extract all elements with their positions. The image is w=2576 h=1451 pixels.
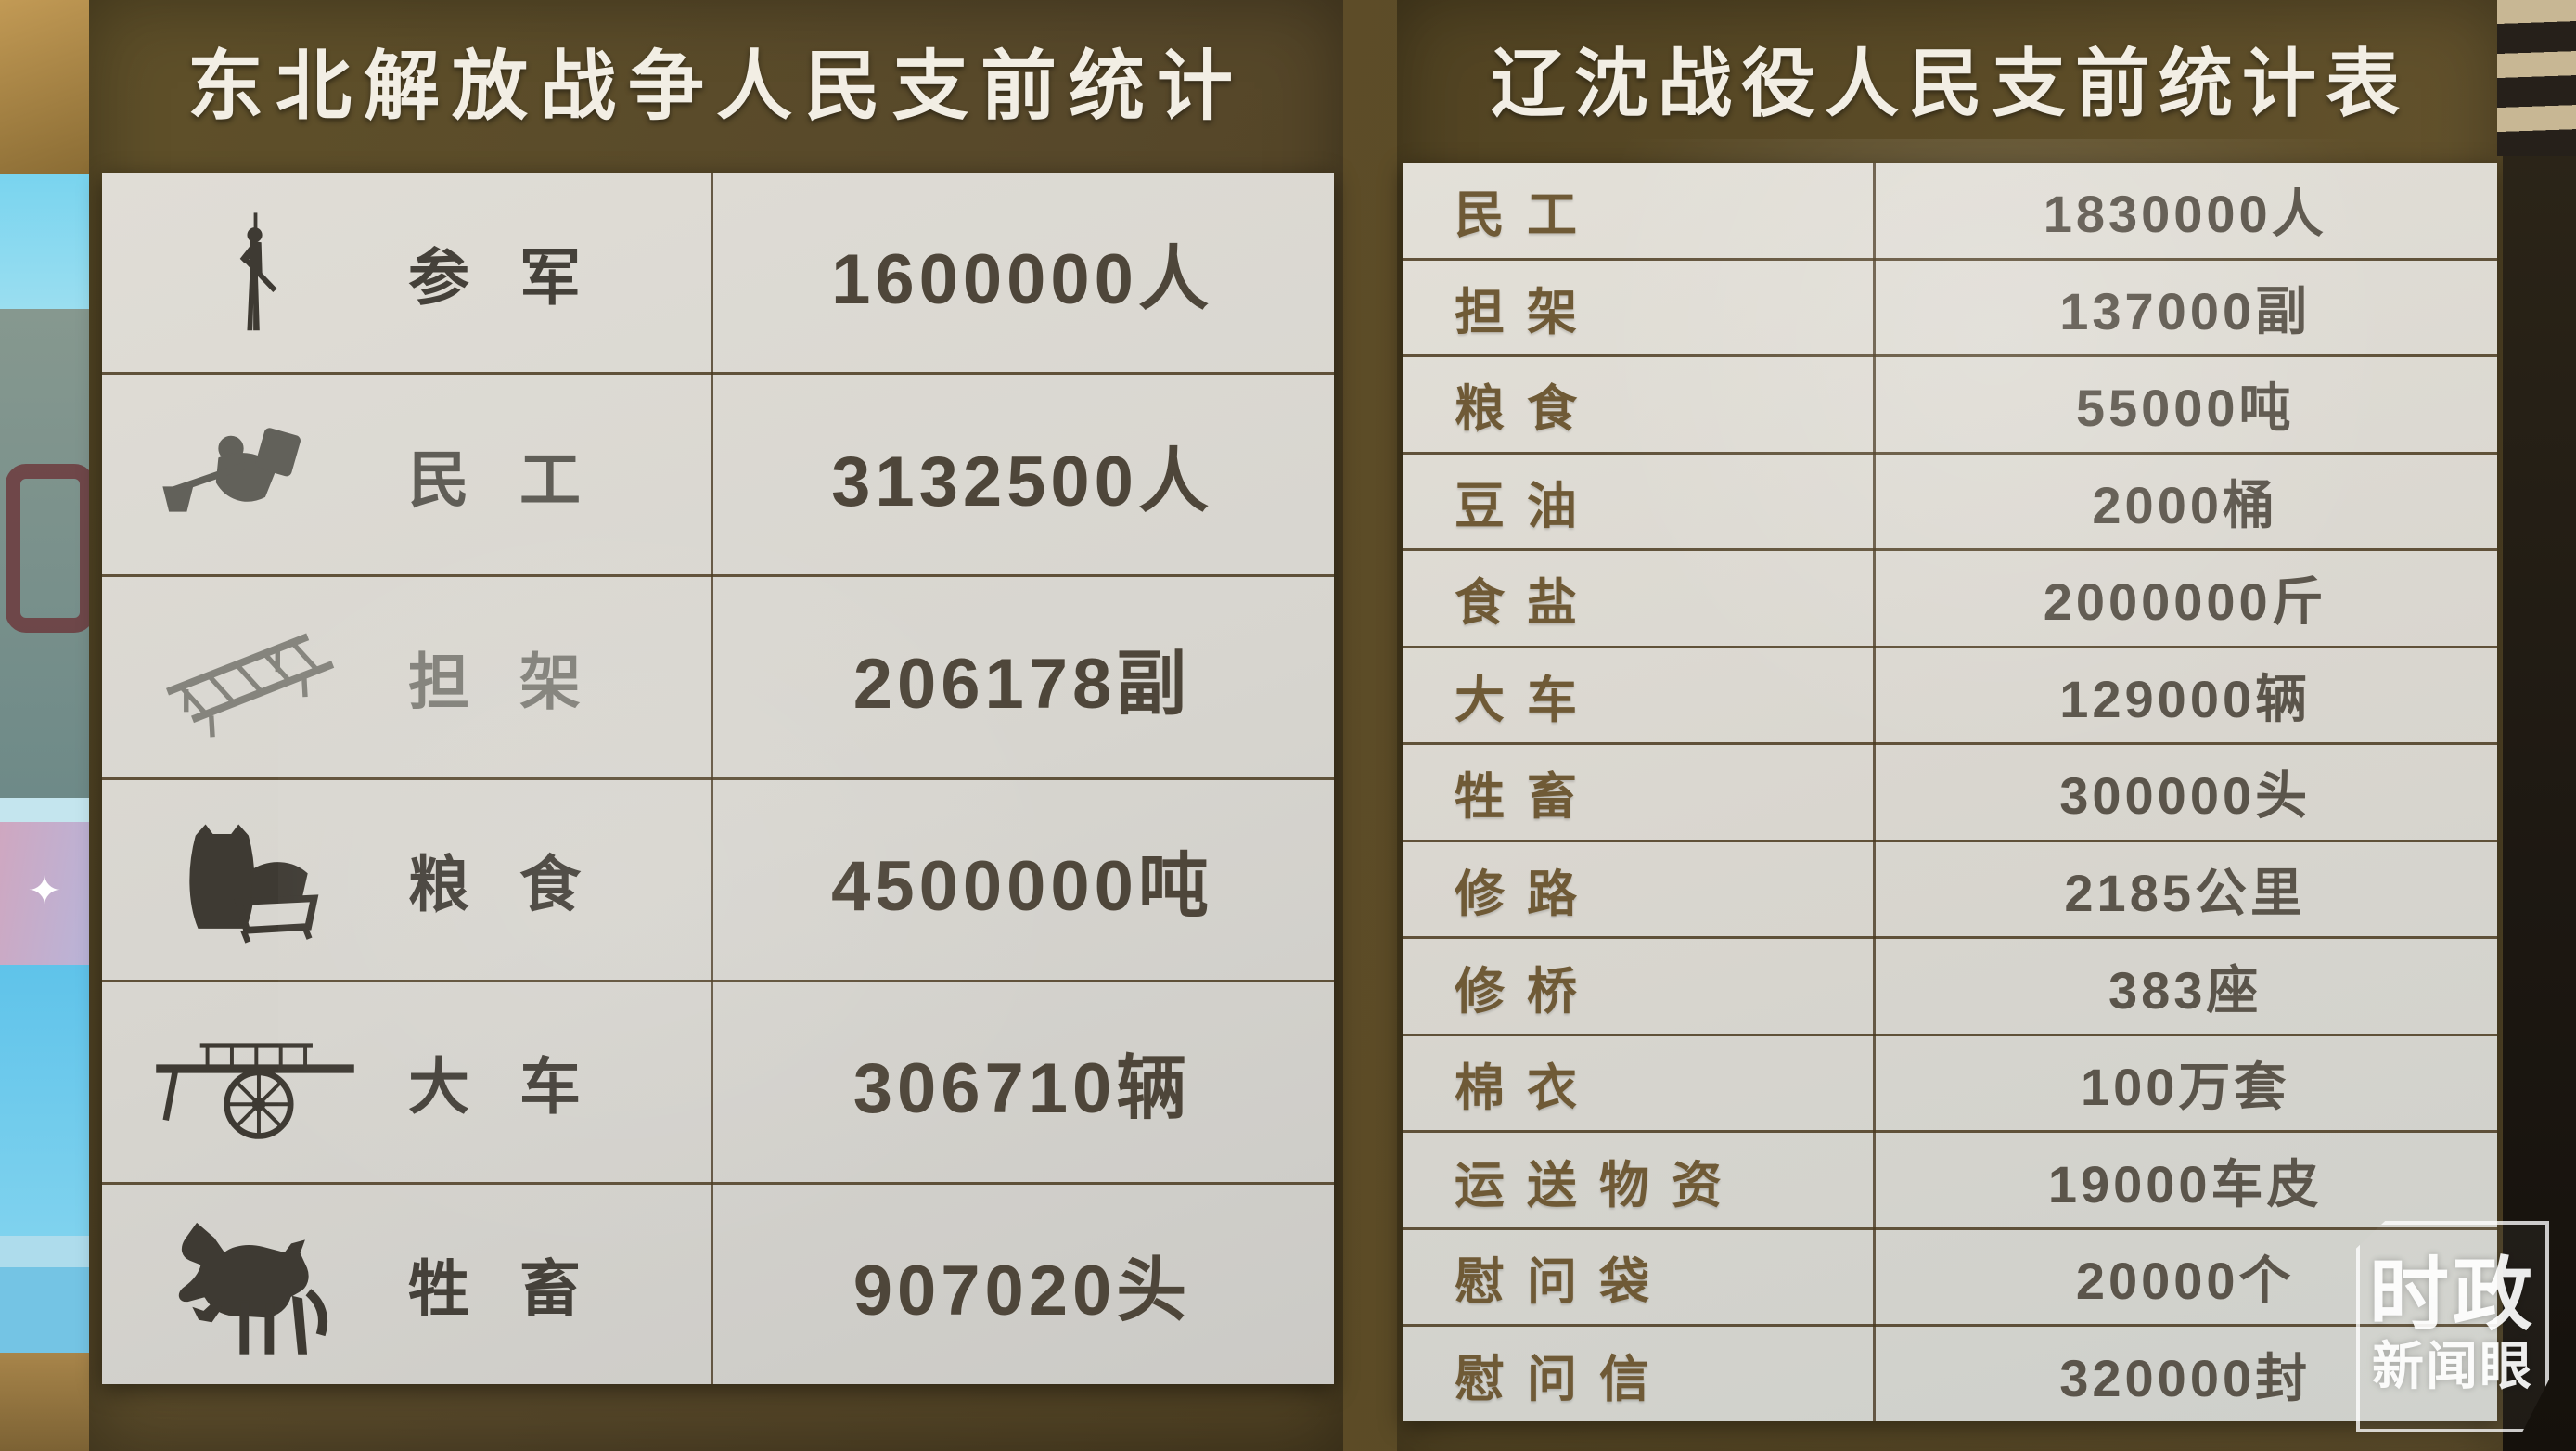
right-statistics-board: 辽沈战役人民支前统计表 民工 1830000人 担架 137000副 粮食 55… — [1397, 0, 2503, 1451]
quantity-value: 2000000斤 — [2043, 572, 2327, 632]
screen-pale-band-2 — [0, 1236, 89, 1267]
category-label: 担架 — [408, 647, 631, 716]
category-label: 豆油 — [1455, 478, 1599, 534]
screen-pale-band — [0, 798, 89, 822]
gold-frame-bottom — [0, 1353, 89, 1451]
category-label: 运送物资 — [1455, 1157, 1744, 1213]
table-row: 修桥 383座 — [1403, 939, 2497, 1036]
quantity-value: 55000吨 — [2075, 379, 2295, 438]
category-label: 大车 — [1455, 672, 1599, 728]
right-table: 民工 1830000人 担架 137000副 粮食 55000吨 豆油 2000… — [1403, 163, 2497, 1421]
screen-blue-band — [0, 174, 89, 309]
watermark-text-top: 时政 — [2369, 1251, 2536, 1341]
star-glyph: ✦ — [27, 868, 62, 914]
laborer-icon — [102, 415, 408, 535]
table-row: 棉衣 100万套 — [1403, 1036, 2497, 1134]
category-label: 牲畜 — [1455, 769, 1599, 826]
quantity-value: 3132500人 — [831, 442, 1213, 521]
soldier-icon — [102, 194, 408, 352]
table-row: 牲畜 300000头 — [1403, 745, 2497, 842]
category-label: 民工 — [408, 444, 631, 514]
left-edge-screen: ✦ — [0, 0, 95, 1451]
left-statistics-board: 东北解放战争人民支前统计 参军 1600000人 — [89, 0, 1343, 1451]
category-label: 食盐 — [1455, 575, 1599, 632]
table-row: 豆油 2000桶 — [1403, 455, 2497, 552]
table-row: 慰问信 320000封 — [1403, 1327, 2497, 1421]
category-label: 粮食 — [408, 850, 631, 919]
category-label: 参军 — [408, 242, 631, 312]
category-label: 修路 — [1455, 866, 1599, 922]
quantity-value: 129000辆 — [2059, 669, 2312, 728]
quantity-value: 100万套 — [2080, 1058, 2290, 1117]
quantity-value: 2000桶 — [2092, 475, 2278, 534]
left-board-title: 东北解放战争人民支前统计 — [186, 45, 1245, 129]
gold-frame-top — [0, 0, 89, 174]
table-row: 运送物资 19000车皮 — [1403, 1133, 2497, 1230]
quantity-value: 20000个 — [2075, 1252, 2295, 1311]
quantity-value: 383座 — [2108, 960, 2262, 1020]
livestock-icon — [102, 1210, 408, 1358]
quantity-value: 306710辆 — [852, 1049, 1192, 1129]
stretcher-icon — [102, 614, 408, 739]
screen-blue-band-2 — [0, 965, 89, 1236]
cart-icon — [102, 1015, 408, 1149]
quantity-value: 4500000吨 — [831, 847, 1213, 927]
category-label: 粮食 — [1455, 381, 1599, 438]
table-row: 食盐 2000000斤 — [1403, 551, 2497, 648]
quantity-value: 320000封 — [2059, 1348, 2312, 1407]
category-label: 棉衣 — [1455, 1060, 1599, 1117]
quantity-value: 1830000人 — [2043, 185, 2327, 244]
table-row: 大车 129000辆 — [1403, 648, 2497, 746]
category-label: 牲畜 — [408, 1254, 631, 1324]
table-row: 慰问袋 20000个 — [1403, 1230, 2497, 1328]
column-divider — [1873, 163, 1877, 1421]
category-label: 担架 — [1455, 284, 1599, 340]
quantity-value: 2185公里 — [2064, 863, 2306, 922]
watermark-text-bottom: 新闻眼 — [2372, 1337, 2533, 1396]
table-row: 担架 137000副 — [1403, 261, 2497, 358]
table-row: 修路 2185公里 — [1403, 842, 2497, 940]
screen-red-frame-shape — [6, 464, 95, 633]
quantity-value: 19000车皮 — [2047, 1154, 2323, 1213]
left-table: 参军 1600000人 民工 3132500人 — [102, 173, 1334, 1384]
right-wall-edge — [2503, 0, 2576, 1451]
table-row: 粮食 4500000吨 — [102, 780, 1334, 982]
quantity-value: 206178副 — [852, 644, 1192, 724]
quantity-value: 1600000人 — [831, 239, 1213, 319]
table-row: 参军 1600000人 — [102, 173, 1334, 376]
category-label: 慰问袋 — [1455, 1254, 1672, 1311]
news-watermark-logo: 时政 新闻眼 — [2356, 1221, 2549, 1432]
quantity-value: 137000副 — [2059, 281, 2312, 340]
right-board-title: 辽沈战役人民支前统计表 — [1491, 43, 2409, 125]
screen-blue-band-3 — [0, 1267, 89, 1353]
table-row: 担架 206178副 — [102, 577, 1334, 780]
screen-pink-band: ✦ — [0, 822, 89, 965]
table-row: 牲畜 907020头 — [102, 1185, 1334, 1384]
table-row: 大车 306710辆 — [102, 982, 1334, 1185]
category-label: 慰问信 — [1455, 1351, 1672, 1407]
table-row: 民工 1830000人 — [1403, 163, 2497, 261]
category-label: 民工 — [1455, 187, 1599, 244]
grain-icon — [102, 815, 408, 944]
ceiling-vent — [2497, 0, 2576, 156]
table-row: 粮食 55000吨 — [1403, 357, 2497, 455]
category-label: 大车 — [408, 1052, 631, 1122]
quantity-value: 300000头 — [2059, 766, 2312, 826]
quantity-value: 907020头 — [852, 1252, 1192, 1331]
category-label: 修桥 — [1455, 963, 1599, 1020]
table-row: 民工 3132500人 — [102, 375, 1334, 578]
